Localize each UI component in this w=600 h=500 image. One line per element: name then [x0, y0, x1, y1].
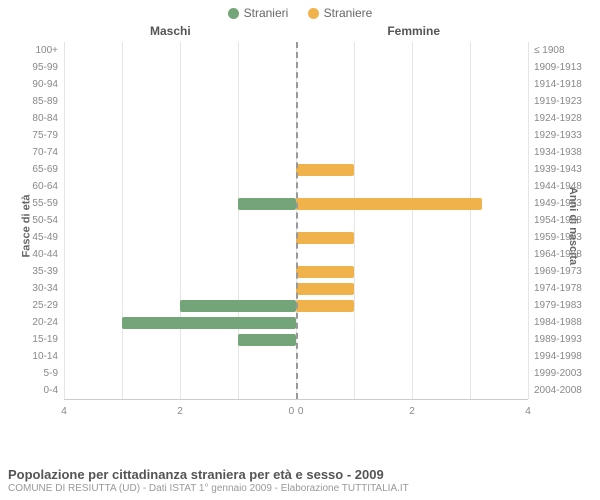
birth-year-label: 1969-1973 [528, 265, 582, 279]
birth-year-label: 1944-1948 [528, 180, 582, 194]
birth-year-label: 1994-1998 [528, 350, 582, 364]
legend-label-male: Stranieri [244, 6, 289, 20]
birth-year-label: 1929-1933 [528, 129, 582, 143]
center-divider [296, 42, 298, 399]
birth-year-label: 1989-1993 [528, 333, 582, 347]
chart-title: Popolazione per cittadinanza straniera p… [8, 467, 592, 482]
age-label: 75-79 [32, 129, 64, 143]
birth-year-label: 1999-2003 [528, 367, 582, 381]
header-female: Femmine [387, 24, 440, 38]
birth-year-label: 1939-1943 [528, 163, 582, 177]
birth-year-label: 1914-1918 [528, 78, 582, 92]
x-tick-label: 2 [409, 406, 415, 417]
bar-female [296, 164, 354, 176]
legend-item-male: Stranieri [228, 6, 289, 20]
age-label: 5-9 [44, 367, 64, 381]
age-label: 60-64 [32, 180, 64, 194]
chart-legend: Stranieri Straniere [0, 0, 600, 24]
age-label: 40-44 [32, 248, 64, 262]
legend-label-female: Straniere [324, 6, 373, 20]
age-label: 45-49 [32, 231, 64, 245]
age-label: 20-24 [32, 316, 64, 330]
birth-year-label: 1919-1923 [528, 95, 582, 109]
x-axis-labels: 4 2 00 2 4 [64, 402, 528, 422]
bar-male [122, 317, 296, 329]
age-label: 30-34 [32, 282, 64, 296]
bar-female [296, 232, 354, 244]
x-tick-label: 0 [289, 406, 295, 417]
chart-header: Maschi Femmine [0, 24, 600, 42]
age-label: 15-19 [32, 333, 64, 347]
age-label: 65-69 [32, 163, 64, 177]
birth-year-label: ≤ 1908 [528, 44, 565, 58]
bar-female [296, 300, 354, 312]
bar-male [180, 300, 296, 312]
age-label: 100+ [35, 44, 64, 58]
age-label: 55-59 [32, 197, 64, 211]
bar-male [238, 198, 296, 210]
age-label: 10-14 [32, 350, 64, 364]
age-label: 35-39 [32, 265, 64, 279]
bar-female [296, 266, 354, 278]
birth-year-label: 1964-1968 [528, 248, 582, 262]
birth-year-label: 1979-1983 [528, 299, 582, 313]
bar-female [296, 283, 354, 295]
age-label: 50-54 [32, 214, 64, 228]
population-pyramid-chart: 100+≤ 190895-991909-191390-941914-191885… [64, 42, 528, 422]
legend-dot-male [228, 8, 239, 19]
birth-year-label: 1949-1953 [528, 197, 582, 211]
x-tick-label: 2 [177, 406, 183, 417]
age-label: 90-94 [32, 78, 64, 92]
chart-plot-area: 100+≤ 190895-991909-191390-941914-191885… [64, 42, 528, 400]
legend-item-female: Straniere [308, 6, 373, 20]
age-label: 85-89 [32, 95, 64, 109]
chart-subtitle: COMUNE DI RESIUTTA (UD) - Dati ISTAT 1° … [8, 483, 592, 494]
age-label: 95-99 [32, 61, 64, 75]
y-axis-title-left: Fasce di età [20, 195, 32, 258]
bar-female [296, 198, 482, 210]
birth-year-label: 1909-1913 [528, 61, 582, 75]
birth-year-label: 1934-1938 [528, 146, 582, 160]
bar-male [238, 334, 296, 346]
birth-year-label: 2004-2008 [528, 384, 582, 398]
age-label: 70-74 [32, 146, 64, 160]
x-tick-label: 4 [525, 406, 531, 417]
x-tick-label: 0 [298, 406, 304, 417]
chart-footer: Popolazione per cittadinanza straniera p… [8, 467, 592, 494]
age-label: 25-29 [32, 299, 64, 313]
header-male: Maschi [150, 24, 191, 38]
birth-year-label: 1924-1928 [528, 112, 582, 126]
birth-year-label: 1954-1958 [528, 214, 582, 228]
age-label: 0-4 [44, 384, 64, 398]
age-label: 80-84 [32, 112, 64, 126]
birth-year-label: 1959-1963 [528, 231, 582, 245]
x-tick-label: 4 [61, 406, 67, 417]
birth-year-label: 1984-1988 [528, 316, 582, 330]
birth-year-label: 1974-1978 [528, 282, 582, 296]
legend-dot-female [308, 8, 319, 19]
